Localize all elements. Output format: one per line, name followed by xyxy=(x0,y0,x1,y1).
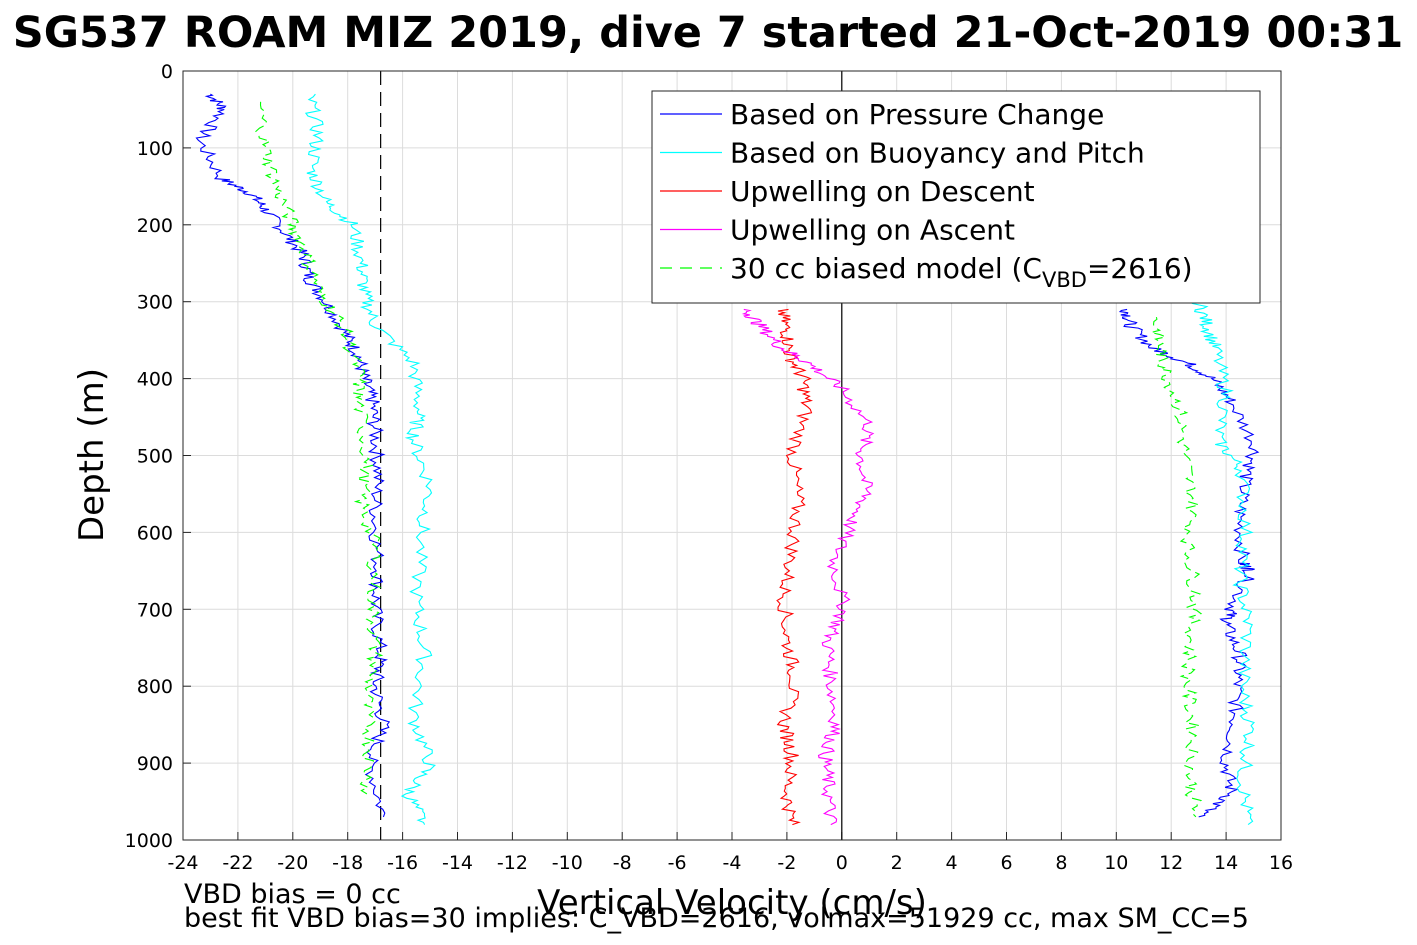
y-axis-label: Depth (m) xyxy=(72,368,112,542)
chart-title: SG537 ROAM MIZ 2019, dive 7 started 21-O… xyxy=(13,8,1404,58)
y-tick-label: 200 xyxy=(137,215,173,237)
legend: Based on Pressure Change Based on Buoyanc… xyxy=(651,90,1261,304)
series-line xyxy=(195,93,391,818)
y-tick-label: 1000 xyxy=(125,830,173,852)
plot-frame xyxy=(182,70,1282,841)
x-tick-label: 14 xyxy=(1214,852,1238,874)
legend-label: Upwelling on Ascent xyxy=(730,214,1015,247)
x-tick-label: -16 xyxy=(387,852,418,874)
y-tick-label: 400 xyxy=(137,369,173,391)
y-tick-label: 900 xyxy=(137,753,173,775)
y-tick-label: 800 xyxy=(137,676,173,698)
series-line xyxy=(1118,308,1260,818)
series-line xyxy=(1150,316,1203,818)
x-axis-label: Vertical Velocity (cm/s) xyxy=(537,883,927,923)
x-tick-labels: -24 -22 -20 -18 -16 -14 -12 -10 -8 -6 -4 -2 0 2 4 6 8 10 1… xyxy=(167,852,1293,874)
x-tick-label: 6 xyxy=(1000,852,1012,874)
y-tick-label: 0 xyxy=(161,61,173,83)
legend-label: Upwelling on Descent xyxy=(730,175,1035,208)
x-tick-label: -12 xyxy=(497,852,528,874)
x-tick-label: -22 xyxy=(222,852,253,874)
y-tick-label: 300 xyxy=(137,292,173,314)
x-tick-label: 12 xyxy=(1159,852,1183,874)
footer-line-2: best fit VBD bias=30 implies: C_VBD=2616… xyxy=(184,903,1249,934)
series-line xyxy=(741,308,875,826)
legend-label: Based on Pressure Change xyxy=(730,98,1104,131)
y-tick-label: 600 xyxy=(137,522,173,544)
footer-line-1: VBD bias = 0 cc xyxy=(184,879,401,910)
y-tick-labels: 0 100 200 300 400 500 600 700 800 900 1000 xyxy=(125,61,173,852)
x-tick-label: -18 xyxy=(332,852,363,874)
legend-box xyxy=(651,90,1261,304)
x-tick-label: 8 xyxy=(1055,852,1067,874)
x-tick-label: -24 xyxy=(167,852,198,874)
legend-label: 30 cc biased model (CVBD=2616) xyxy=(730,252,1193,292)
y-tick-label: 700 xyxy=(137,599,173,621)
series-line xyxy=(776,308,814,826)
data-series xyxy=(195,93,1260,826)
series-line xyxy=(304,93,436,825)
x-tick-label: -8 xyxy=(613,852,632,874)
x-tick-label: 16 xyxy=(1269,852,1293,874)
legend-label: Based on Buoyancy and Pitch xyxy=(730,137,1145,170)
x-tick-label: -14 xyxy=(442,852,473,874)
x-tick-label: -20 xyxy=(277,852,308,874)
series-line xyxy=(1191,301,1256,826)
y-tick-label: 100 xyxy=(137,138,173,160)
x-tick-label: -6 xyxy=(668,852,687,874)
y-tick-label: 500 xyxy=(137,446,173,468)
x-tick-label: -2 xyxy=(777,852,796,874)
x-tick-label: 0 xyxy=(836,852,848,874)
x-tick-label: 10 xyxy=(1104,852,1128,874)
x-tick-label: 2 xyxy=(891,852,903,874)
series-line xyxy=(255,101,384,795)
x-tick-label: 4 xyxy=(946,852,958,874)
x-tick-label: -10 xyxy=(552,852,583,874)
x-tick-label: -4 xyxy=(723,852,742,874)
